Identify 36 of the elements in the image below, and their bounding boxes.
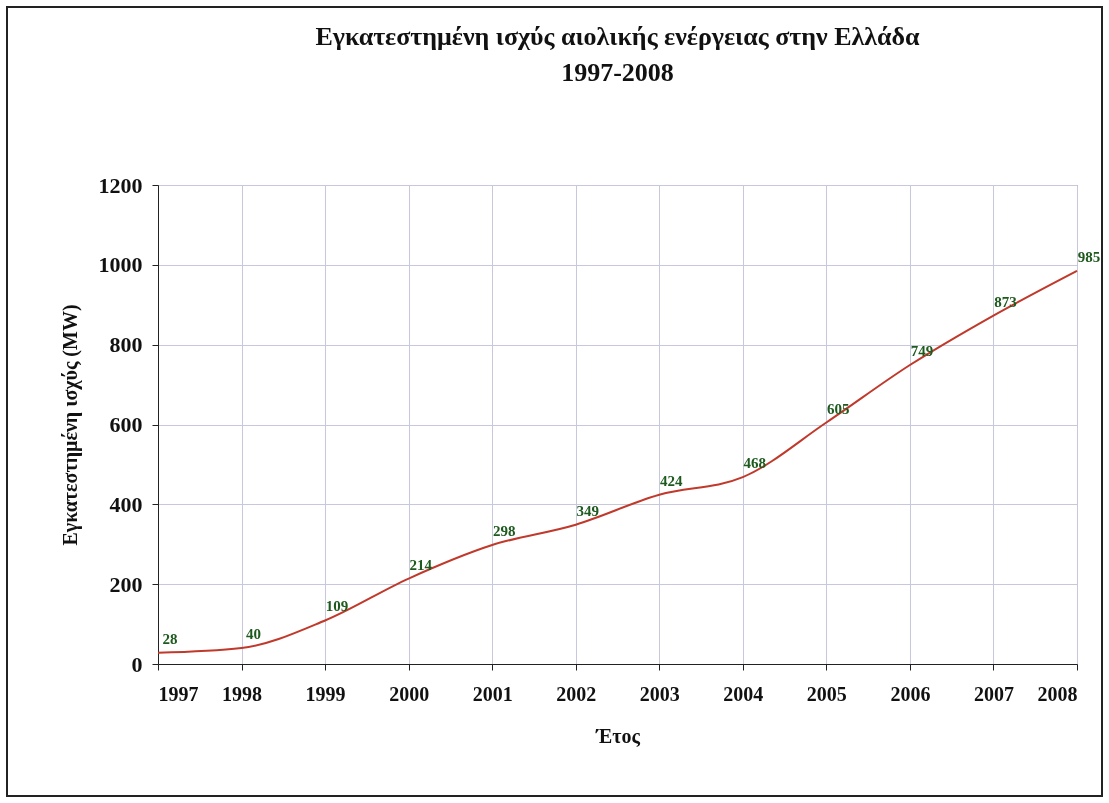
y-tick-label: 0	[131, 651, 143, 677]
data-label: 349	[576, 502, 599, 519]
line-series	[157, 269, 1078, 654]
y-tick-label: 400	[109, 491, 143, 517]
data-label: 985	[1077, 248, 1101, 265]
x-tick-label: 2005	[806, 682, 847, 705]
y-tick-label: 800	[109, 332, 143, 358]
x-tick-label: 2006	[890, 682, 931, 705]
y-tick-label: 600	[109, 412, 143, 437]
x-tick-label: 2003	[639, 682, 680, 705]
x-tick-label: 2000	[389, 682, 430, 705]
x-tick-label: 1999	[305, 682, 346, 705]
x-tick-label: 2008	[1037, 682, 1078, 705]
data-label: 40	[246, 626, 262, 643]
x-tick-label: 2002	[556, 682, 597, 705]
data-label: 873	[994, 293, 1017, 310]
y-tick-label: 1000	[98, 252, 143, 278]
x-tick-label: 1998	[222, 682, 263, 705]
x-tick-label: 2001	[472, 682, 513, 705]
data-label: 109	[325, 598, 349, 615]
x-axis-title: Έτος	[595, 724, 641, 748]
x-tick-label: 1997	[158, 682, 199, 705]
chart-title: Εγκατεστημένη ισχύς αιολικής ενέργειας στην Ελλάδα	[315, 22, 921, 51]
data-label: 214	[409, 556, 433, 573]
y-axis-title: Εγκατεστημένη ισχύς (MW)	[58, 304, 82, 546]
x-tick-label: 2007	[973, 682, 1014, 705]
x-tick-label: 2004	[723, 682, 764, 705]
data-label: 749	[910, 343, 934, 360]
data-label: 605	[827, 400, 850, 417]
data-label: 298	[492, 523, 516, 540]
y-tick-label: 200	[109, 571, 143, 597]
y-tick-label: 1200	[98, 172, 143, 198]
data-label: 28	[162, 630, 178, 647]
data-label: 424	[660, 472, 684, 489]
chart-subtitle: 1997-2008	[561, 58, 674, 87]
data-label: 468	[743, 455, 767, 472]
